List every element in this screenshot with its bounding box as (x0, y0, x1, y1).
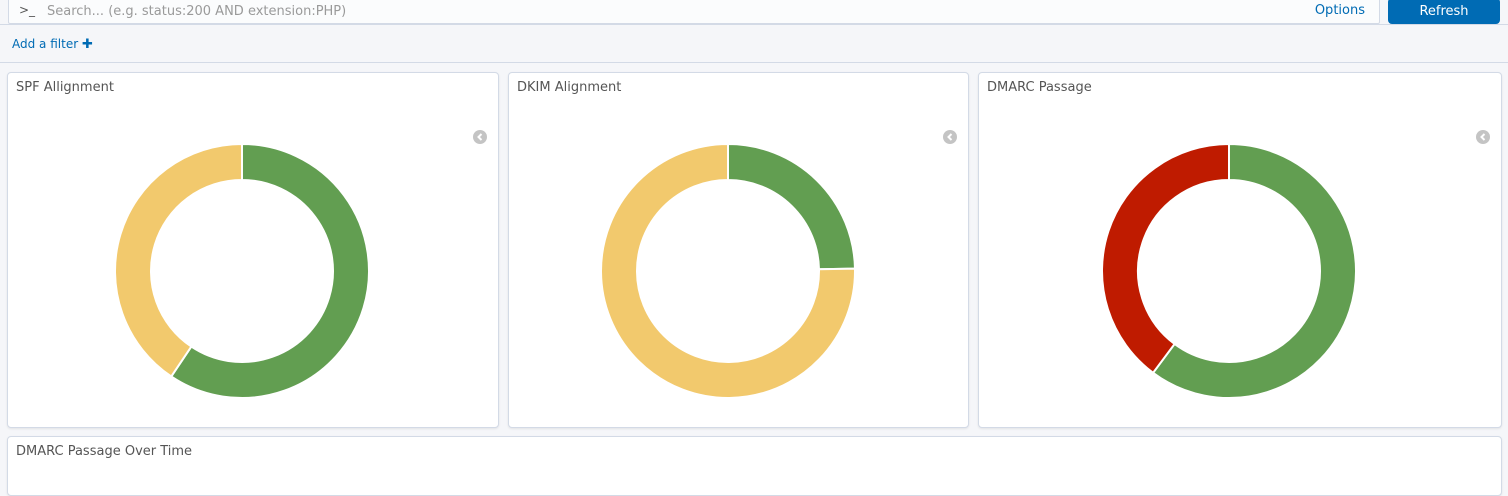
prompt-icon: >_ (19, 3, 36, 17)
panel-dkim-alignment: DKIM Alignment (508, 72, 969, 428)
donut-slice-0[interactable] (169, 143, 370, 399)
donut-slice-1[interactable] (1101, 143, 1230, 375)
panel-title: SPF Allignment (16, 80, 114, 95)
panel-title: DMARC Passage (987, 80, 1092, 95)
panel-title: DKIM Alignment (517, 80, 622, 95)
donut-slice-0[interactable] (1151, 143, 1357, 399)
search-box[interactable]: >_ Options (8, 0, 1380, 24)
refresh-button[interactable]: Refresh (1388, 0, 1500, 24)
donut-chart (600, 143, 856, 399)
legend-toggle-icon[interactable] (473, 130, 487, 144)
donut-slice-1[interactable] (600, 143, 856, 399)
add-filter-label: Add a filter (12, 37, 79, 51)
legend-toggle-icon[interactable] (943, 130, 957, 144)
query-bar: >_ Options Refresh (0, 0, 1508, 25)
donut-chart (1101, 143, 1357, 399)
panel-dmarc-over-time: DMARC Passage Over Time (7, 436, 1502, 496)
panel-title: DMARC Passage Over Time (16, 444, 193, 459)
panel-spf-alignment: SPF Allignment (7, 72, 499, 428)
filter-bar: Add a filter ✚ (0, 26, 1508, 63)
donut-slice-1[interactable] (114, 143, 243, 378)
add-filter-link[interactable]: Add a filter ✚ (12, 37, 93, 52)
donut-slice-0[interactable] (727, 143, 856, 271)
plus-icon: ✚ (81, 37, 93, 52)
search-input[interactable] (47, 2, 1197, 20)
options-link[interactable]: Options (1314, 3, 1365, 18)
legend-toggle-icon[interactable] (1476, 130, 1490, 144)
donut-chart (114, 143, 370, 399)
panel-dmarc-passage: DMARC Passage (978, 72, 1502, 428)
